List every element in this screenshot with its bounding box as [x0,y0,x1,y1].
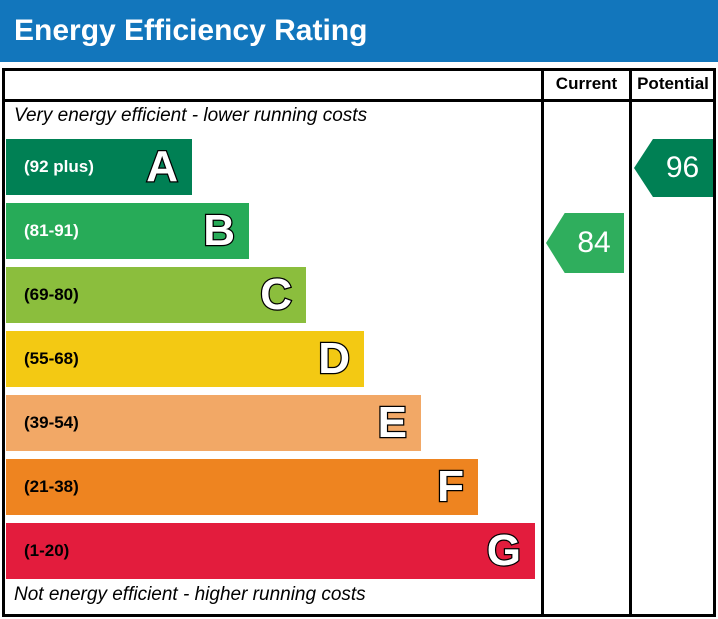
bottom-caption: Not energy efficient - higher running co… [14,584,366,605]
rating-band-g: (1-20) G [6,523,535,579]
rating-band-e: (39-54) E [6,395,421,451]
current-rating-value: 84 [577,226,611,259]
title-bar: Energy Efficiency Rating [0,0,718,62]
band-letter: G [486,526,523,575]
band-range-label: (81-91) [24,221,79,240]
band-range-label: (92 plus) [24,157,94,176]
band-letter: A [145,142,179,191]
potential-rating-value: 96 [665,151,700,184]
rating-band-a: (92 plus) A [6,139,192,195]
band-range-label: (69-80) [24,285,79,304]
band-range-label: (39-54) [24,413,79,432]
header-row-divider [2,99,716,102]
potential-column-divider [629,68,632,617]
rating-band-d: (55-68) D [6,331,364,387]
page-title: Energy Efficiency Rating [14,14,368,47]
column-header-potential: Potential [637,74,709,93]
band-range-label: (1-20) [24,541,70,560]
potential-rating-arrow: 96 [634,139,713,197]
rating-band-f: (21-38) F [6,459,478,515]
rating-band-c: (69-80) C [6,267,306,323]
band-letter: C [259,270,293,319]
band-letter: B [202,206,236,255]
band-range-label: (21-38) [24,477,79,496]
current-column-divider [541,68,544,617]
current-rating-arrow: 84 [546,213,624,273]
band-letter: E [376,398,408,447]
column-header-current: Current [555,74,618,93]
rating-band-b: (81-91) B [6,203,249,259]
band-range-label: (55-68) [24,349,79,368]
band-letter: F [436,462,465,511]
band-letter: D [317,334,351,383]
top-caption: Very energy efficient - lower running co… [14,105,368,126]
